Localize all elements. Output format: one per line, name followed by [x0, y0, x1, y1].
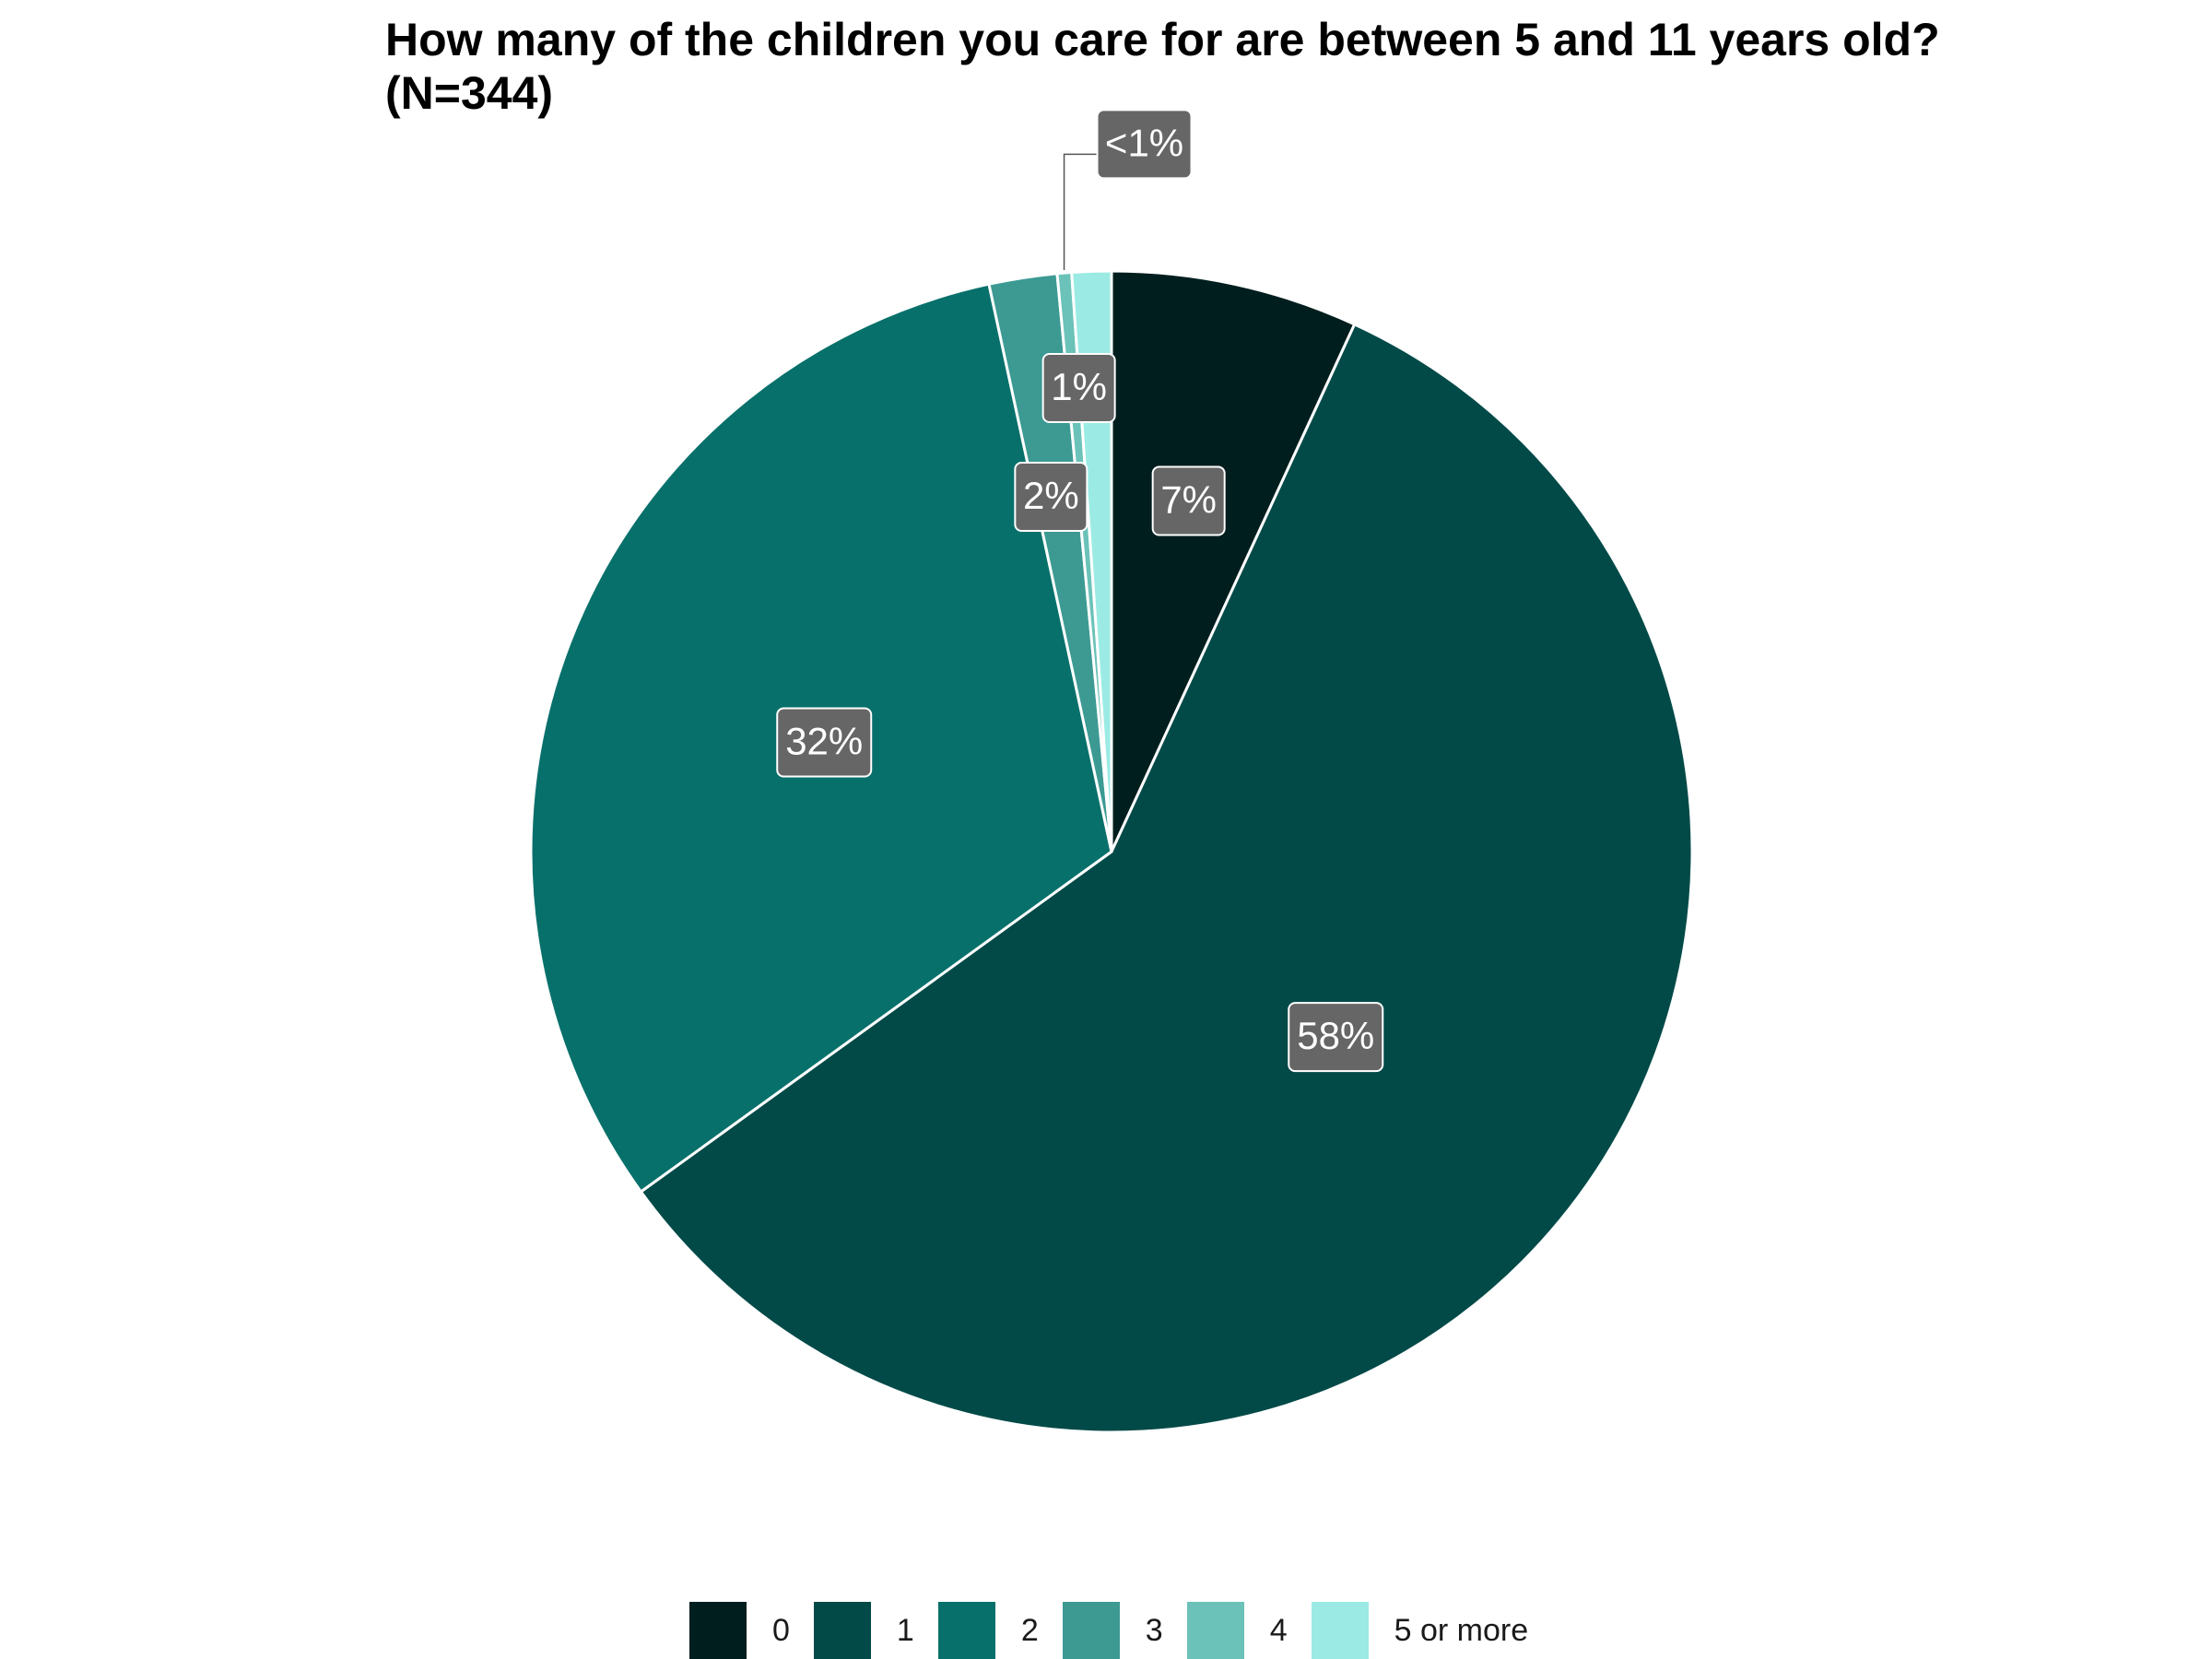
pie-chart: 7% 58% 32% 2% <1% 1%: [529, 109, 1694, 1434]
data-label-box: [1151, 465, 1226, 536]
legend-item-1: 1: [813, 1602, 914, 1659]
data-label-3: 2%: [1014, 461, 1088, 532]
leader-line: [1063, 153, 1100, 270]
legend-item-5-or-more: 5 or more: [1311, 1602, 1529, 1659]
legend-item-4: 4: [1186, 1602, 1288, 1659]
data-label-text: 32%: [785, 719, 863, 762]
legend-swatch: [689, 1602, 747, 1659]
data-label-5-or-more: 1%: [1041, 353, 1116, 423]
chart-title: How many of the children you care for ar…: [385, 14, 1940, 119]
legend-label: 5 or more: [1394, 1612, 1529, 1648]
legend: 0 1 2 3 4 5 or more: [689, 1602, 1552, 1659]
legend-swatch: [813, 1602, 871, 1659]
legend-label: 4: [1269, 1612, 1288, 1648]
legend-swatch: [937, 1602, 995, 1659]
pie-slice-1: [639, 322, 1694, 1434]
data-label-text: 1%: [1051, 365, 1107, 408]
data-label-2: 32%: [776, 707, 873, 778]
data-label-0: 7%: [1151, 465, 1226, 536]
legend-label: 1: [896, 1612, 914, 1648]
legend-label: 0: [772, 1612, 790, 1648]
legend-item-3: 3: [1062, 1602, 1163, 1659]
legend-swatch: [1186, 1602, 1244, 1659]
legend-label: 2: [1020, 1612, 1039, 1648]
pie-slice-0: [1110, 269, 1357, 853]
data-label-box: [1288, 1002, 1384, 1073]
legend-item-2: 2: [937, 1602, 1039, 1659]
legend-label: 3: [1145, 1612, 1163, 1648]
data-label-1: 58%: [1288, 1002, 1384, 1073]
legend-swatch: [1062, 1602, 1120, 1659]
data-label-box: [1041, 353, 1116, 423]
data-label-text: 7%: [1160, 477, 1217, 521]
data-label-box: [776, 707, 873, 778]
legend-swatch: [1311, 1602, 1369, 1659]
pie-slices: [529, 269, 1694, 1434]
pie-labels: 7% 58% 32% 2% <1% 1%: [776, 109, 1384, 1073]
data-label-4: <1%: [1096, 109, 1193, 180]
data-label-text: 2%: [1023, 474, 1079, 517]
data-label-text: 58%: [1297, 1014, 1374, 1057]
data-label-box: [1014, 461, 1088, 532]
data-label-text: <1%: [1105, 121, 1183, 164]
data-label-box: [1096, 109, 1193, 180]
legend-item-0: 0: [689, 1602, 790, 1659]
